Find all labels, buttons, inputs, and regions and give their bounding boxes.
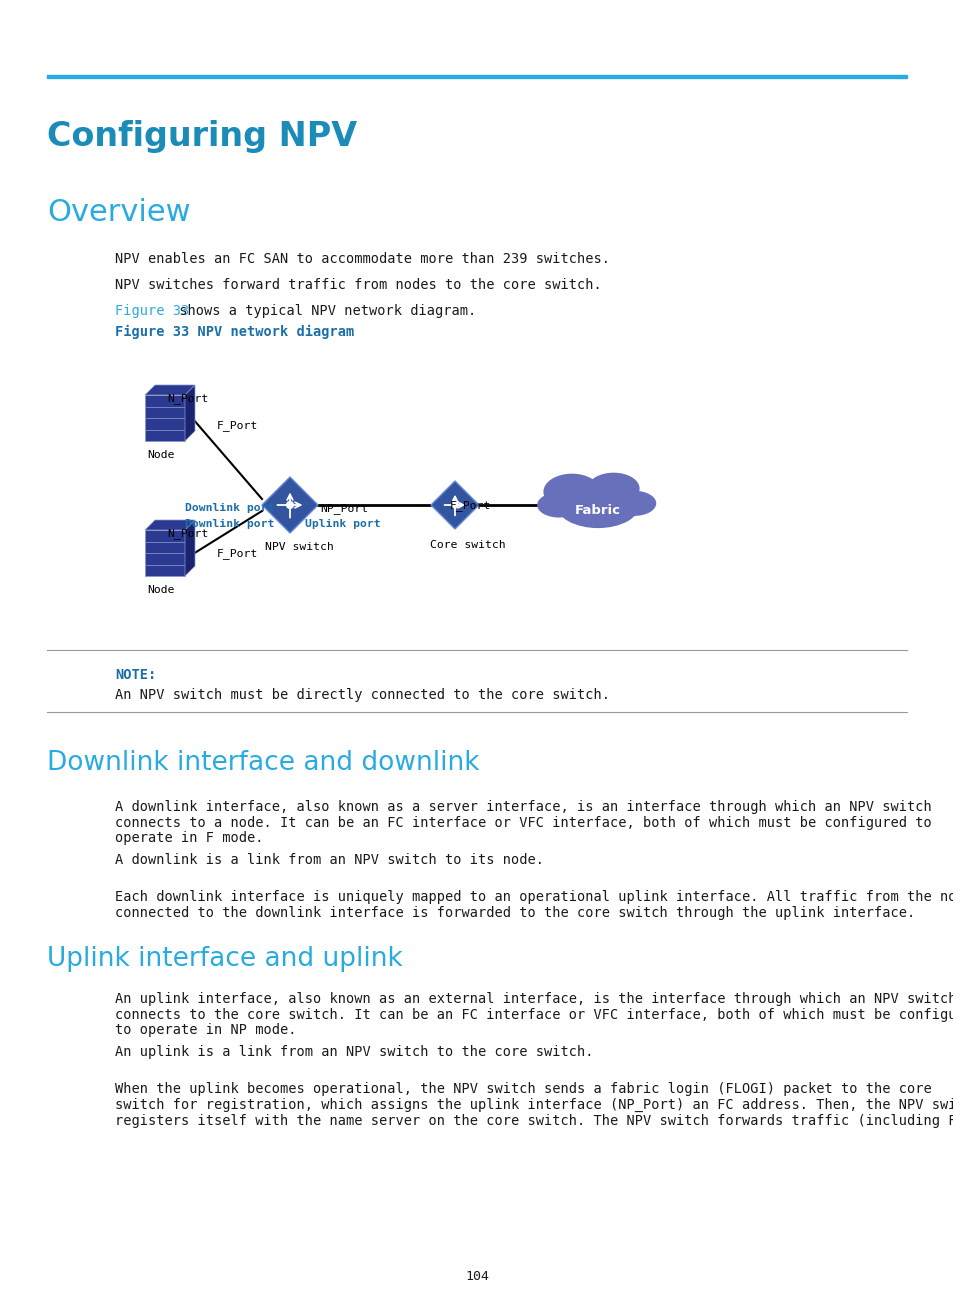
Text: 104: 104 (464, 1270, 489, 1283)
Polygon shape (145, 395, 185, 441)
Text: Downlink port: Downlink port (185, 518, 274, 529)
Text: A downlink interface, also known as a server interface, is an interface through : A downlink interface, also known as a se… (115, 800, 931, 814)
Text: Node: Node (147, 584, 174, 595)
Text: connected to the downlink interface is forwarded to the core switch through the : connected to the downlink interface is f… (115, 906, 914, 920)
Text: NPV enables an FC SAN to accommodate more than 239 switches.: NPV enables an FC SAN to accommodate mor… (115, 251, 609, 266)
Ellipse shape (587, 473, 639, 504)
Bar (47, 74, 906, 78)
Text: NP_Port: NP_Port (319, 503, 368, 515)
Text: Fabric: Fabric (575, 504, 620, 517)
Polygon shape (431, 481, 478, 529)
Text: Core switch: Core switch (430, 540, 505, 550)
Polygon shape (262, 477, 317, 533)
Text: An NPV switch must be directly connected to the core switch.: An NPV switch must be directly connected… (115, 688, 609, 702)
Text: An uplink interface, also known as an external interface, is the interface throu: An uplink interface, also known as an ex… (115, 991, 953, 1006)
Text: registers itself with the name server on the core switch. The NPV switch forward: registers itself with the name server on… (115, 1113, 953, 1128)
Text: Figure 33 NPV network diagram: Figure 33 NPV network diagram (115, 325, 354, 340)
Text: Node: Node (147, 450, 174, 460)
Text: F_Port: F_Port (450, 500, 491, 511)
Polygon shape (145, 520, 194, 530)
Text: Uplink port: Uplink port (305, 518, 380, 529)
Polygon shape (185, 385, 194, 441)
Ellipse shape (537, 492, 580, 517)
Text: operate in F mode.: operate in F mode. (115, 831, 263, 845)
Text: switch for registration, which assigns the uplink interface (NP_Port) an FC addr: switch for registration, which assigns t… (115, 1098, 953, 1112)
Text: Configuring NPV: Configuring NPV (47, 121, 356, 153)
Polygon shape (185, 520, 194, 575)
Text: to operate in NP mode.: to operate in NP mode. (115, 1023, 296, 1037)
Circle shape (286, 502, 294, 508)
Text: N_Port: N_Port (167, 393, 208, 404)
Text: connects to the core switch. It can be an FC interface or VFC interface, both of: connects to the core switch. It can be a… (115, 1007, 953, 1021)
Text: NPV switches forward traffic from nodes to the core switch.: NPV switches forward traffic from nodes … (115, 279, 601, 292)
Ellipse shape (581, 495, 618, 515)
Text: NOTE:: NOTE: (115, 667, 156, 682)
Text: NPV switch: NPV switch (265, 542, 334, 552)
Text: connects to a node. It can be an FC interface or VFC interface, both of which mu: connects to a node. It can be an FC inte… (115, 815, 931, 829)
Text: Downlink port: Downlink port (185, 503, 274, 513)
Circle shape (452, 502, 457, 508)
Text: Overview: Overview (47, 198, 191, 227)
Polygon shape (145, 385, 194, 395)
Text: An uplink is a link from an NPV switch to the core switch.: An uplink is a link from an NPV switch t… (115, 1045, 593, 1059)
Text: F_Port: F_Port (216, 548, 258, 559)
Ellipse shape (612, 491, 656, 516)
Text: N_Port: N_Port (167, 527, 208, 539)
Text: shows a typical NPV network diagram.: shows a typical NPV network diagram. (171, 305, 476, 318)
Text: Downlink interface and downlink: Downlink interface and downlink (47, 750, 479, 776)
Ellipse shape (556, 482, 639, 527)
Text: When the uplink becomes operational, the NPV switch sends a fabric login (FLOGI): When the uplink becomes operational, the… (115, 1082, 931, 1096)
Ellipse shape (543, 473, 600, 509)
Text: Each downlink interface is uniquely mapped to an operational uplink interface. A: Each downlink interface is uniquely mapp… (115, 890, 953, 905)
Text: F_Port: F_Port (216, 420, 258, 430)
Text: Uplink interface and uplink: Uplink interface and uplink (47, 946, 402, 972)
Polygon shape (145, 530, 185, 575)
Text: A downlink is a link from an NPV switch to its node.: A downlink is a link from an NPV switch … (115, 853, 543, 867)
Text: Figure 33: Figure 33 (115, 305, 189, 318)
